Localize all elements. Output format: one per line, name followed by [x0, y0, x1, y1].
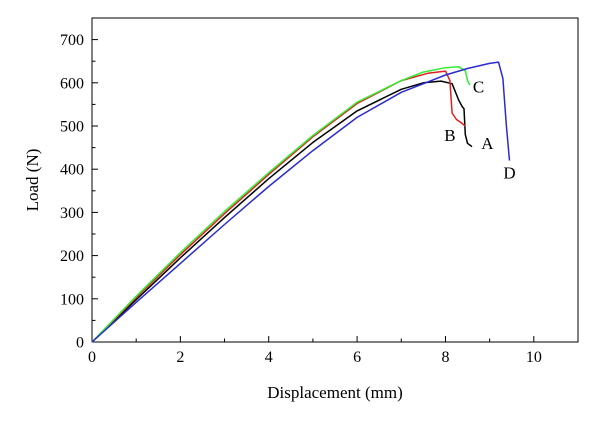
series-line-B	[91, 70, 466, 343]
x-tick-label: 0	[88, 349, 96, 366]
x-tick-label: 4	[265, 349, 273, 366]
y-tick-label: 700	[60, 32, 84, 49]
x-tick-label: 8	[441, 349, 449, 366]
series-line-D	[91, 61, 511, 343]
y-tick-label: 600	[60, 75, 84, 92]
series-line-C	[91, 66, 471, 343]
curve-label-D: D	[503, 164, 515, 183]
x-tick-label: 6	[353, 349, 361, 366]
y-tick-label: 400	[60, 162, 84, 179]
plot-frame	[91, 17, 579, 343]
curve-label-A: A	[481, 134, 494, 153]
curves-layer	[91, 61, 511, 343]
y-tick-label: 300	[60, 205, 84, 222]
x-tick-label: 10	[526, 349, 542, 366]
x-axis-title: Displacement (mm)	[267, 383, 403, 402]
x-tick-label: 2	[176, 349, 184, 366]
y-tick-label: 200	[60, 248, 84, 265]
labels-layer: A B C D	[444, 77, 515, 182]
series-line-A	[91, 80, 473, 343]
y-axis-title: Load (N)	[23, 149, 42, 212]
curve-label-C: C	[473, 77, 484, 96]
curve-label-B: B	[444, 126, 455, 145]
y-tick-label: 0	[76, 335, 84, 352]
y-tick-label: 500	[60, 119, 84, 136]
y-tick-label: 100	[60, 291, 84, 308]
